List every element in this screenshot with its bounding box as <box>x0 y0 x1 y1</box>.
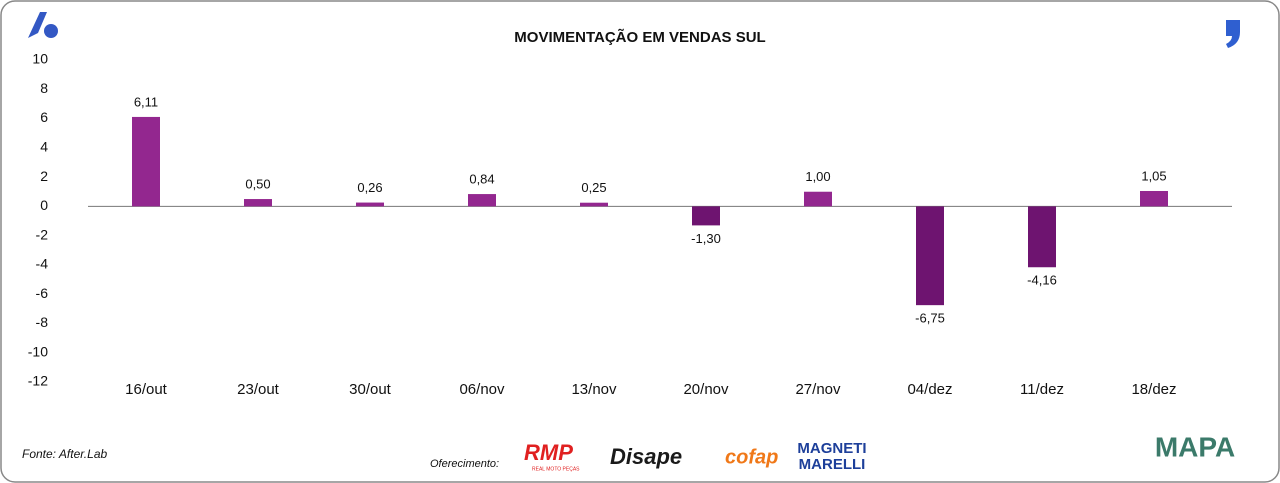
y-tick-label: 6 <box>40 109 48 125</box>
x-tick-label: 20/nov <box>683 381 729 398</box>
bar <box>580 202 608 207</box>
value-label: -1,30 <box>691 231 721 246</box>
y-tick-label: 4 <box>40 139 48 155</box>
y-tick-label: -10 <box>28 343 48 359</box>
value-label: 0,25 <box>581 180 606 195</box>
x-tick-label: 16/out <box>125 381 168 398</box>
value-label: 1,05 <box>1141 168 1166 183</box>
x-tick-label: 06/nov <box>459 381 505 398</box>
chart-title: MOVIMENTAÇÃO EM VENDAS SUL <box>514 28 765 46</box>
value-label: 0,50 <box>245 176 270 191</box>
x-tick-label: 11/dez <box>1020 381 1064 398</box>
value-label: 1,00 <box>805 169 830 184</box>
bar <box>132 116 160 207</box>
bar <box>1028 206 1056 268</box>
bar <box>1140 190 1168 207</box>
value-label: -4,16 <box>1027 273 1057 288</box>
brand-logo: MAPA <box>1155 431 1235 462</box>
logo-left <box>28 12 58 38</box>
x-tick-label: 23/out <box>237 381 280 398</box>
sponsor-logo: RMP <box>524 440 573 465</box>
y-tick-label: -8 <box>36 314 49 330</box>
y-tick-label: 0 <box>40 197 48 213</box>
value-label: 0,84 <box>469 172 494 187</box>
value-label: 6,11 <box>134 94 158 109</box>
value-label: 0,26 <box>357 180 382 195</box>
bar <box>804 191 832 207</box>
bar <box>916 206 944 306</box>
source: Fonte: After.Lab <box>22 447 107 461</box>
bar <box>692 206 720 226</box>
y-tick-label: 2 <box>40 168 48 184</box>
x-tick-label: 27/nov <box>795 381 841 398</box>
x-tick-label: 18/dez <box>1131 381 1176 398</box>
sponsor-logo: REAL MOTO PEÇAS <box>532 466 580 472</box>
x-tick-label: 13/nov <box>571 381 617 398</box>
y-tick-label: -4 <box>36 256 49 272</box>
y-tick-label: 8 <box>40 80 48 96</box>
y-tick-label: -12 <box>28 373 48 389</box>
bar <box>468 194 496 207</box>
value-label: -6,75 <box>915 311 945 326</box>
sponsor-logo: MAGNETI <box>797 440 866 457</box>
sponsor-logo: MARELLI <box>799 456 866 473</box>
bar <box>244 199 272 207</box>
sponsor-logo: Disape <box>610 444 682 469</box>
y-tick-label: 10 <box>32 51 48 67</box>
sponsor-logo: cofap <box>725 446 778 468</box>
sponsor-label: Oferecimento: <box>430 458 499 470</box>
y-tick-label: -2 <box>36 226 49 242</box>
x-tick-label: 30/out <box>349 381 392 398</box>
y-tick-label: -6 <box>36 285 49 301</box>
bar <box>356 202 384 207</box>
x-tick-label: 04/dez <box>907 381 952 398</box>
logo-right <box>1226 20 1240 48</box>
